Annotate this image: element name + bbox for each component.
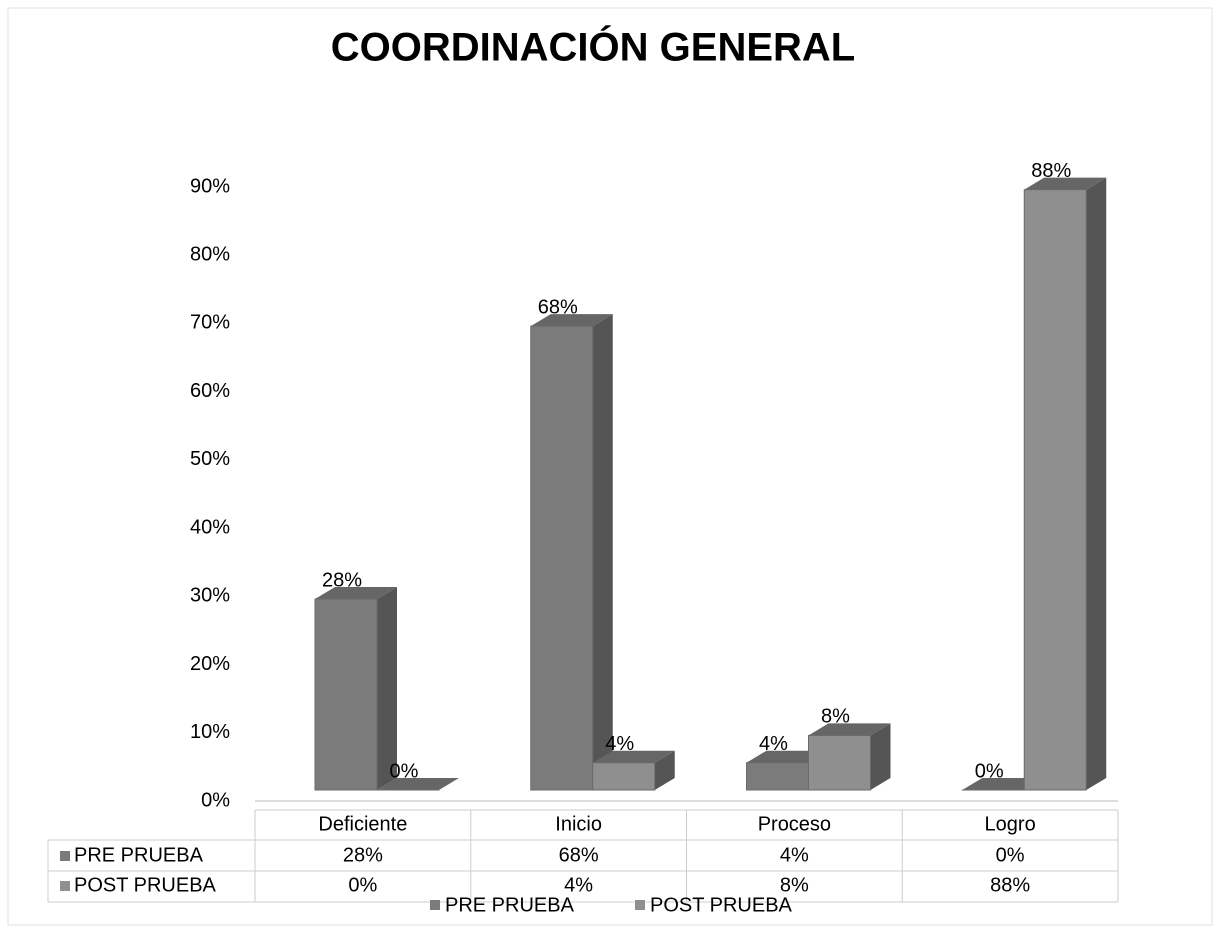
bar-top bbox=[1024, 177, 1107, 190]
y-tick-label: 80% bbox=[190, 244, 230, 266]
table-row-header: POST PRUEBA bbox=[74, 874, 217, 896]
bar-top bbox=[808, 723, 891, 736]
y-tick-label: 10% bbox=[190, 721, 230, 743]
bar bbox=[530, 325, 594, 791]
legend-label: PRE PRUEBA bbox=[445, 894, 575, 916]
bar-side bbox=[377, 586, 397, 790]
data-label: 4% bbox=[759, 733, 788, 755]
data-label: 4% bbox=[605, 733, 634, 755]
bar-top bbox=[315, 586, 397, 599]
bar bbox=[746, 762, 809, 791]
chart-title: COORDINACIÓN GENERAL bbox=[331, 24, 855, 70]
table-cell: 0% bbox=[996, 844, 1025, 866]
table-cell: 88% bbox=[990, 874, 1030, 896]
data-label: 0% bbox=[975, 760, 1004, 782]
bar-side bbox=[654, 750, 675, 790]
y-tick-label: 50% bbox=[190, 448, 230, 470]
bar-side bbox=[870, 723, 891, 790]
bar bbox=[808, 734, 871, 791]
x-tick-label: Logro bbox=[985, 813, 1036, 835]
x-tick-label: Deficiente bbox=[318, 813, 407, 835]
table-cell: 68% bbox=[559, 844, 599, 866]
bar-side bbox=[592, 314, 613, 790]
y-tick-label: 60% bbox=[190, 380, 230, 402]
bar-side bbox=[1086, 177, 1107, 791]
bar bbox=[314, 598, 378, 791]
bar-top bbox=[530, 314, 613, 327]
data-label: 88% bbox=[1031, 160, 1071, 182]
legend-key bbox=[635, 900, 645, 910]
data-label: 8% bbox=[821, 706, 850, 728]
data-label: 68% bbox=[538, 296, 578, 318]
y-tick-label: 20% bbox=[190, 653, 230, 675]
table-row-header: PRE PRUEBA bbox=[74, 844, 204, 866]
bar bbox=[1023, 189, 1087, 791]
table-cell: 0% bbox=[348, 874, 377, 896]
y-tick-label: 90% bbox=[190, 175, 230, 197]
table-cell: 8% bbox=[780, 874, 809, 896]
table-key bbox=[60, 851, 70, 861]
legend-key bbox=[430, 900, 440, 910]
table-key bbox=[60, 881, 70, 891]
table-cell: 4% bbox=[780, 844, 809, 866]
y-tick-label: 0% bbox=[201, 789, 230, 811]
table-cell: 4% bbox=[564, 874, 593, 896]
bar-top bbox=[377, 778, 459, 790]
y-tick-label: 30% bbox=[190, 585, 230, 607]
x-tick-label: Proceso bbox=[758, 813, 831, 835]
table-cell: 28% bbox=[343, 844, 383, 866]
y-tick-label: 40% bbox=[190, 516, 230, 538]
x-tick-label: Inicio bbox=[555, 813, 602, 835]
y-tick-label: 70% bbox=[190, 312, 230, 334]
legend-label: POST PRUEBA bbox=[650, 894, 793, 916]
data-label: 0% bbox=[390, 760, 419, 782]
data-label: 28% bbox=[322, 569, 362, 591]
bar bbox=[592, 762, 656, 791]
bar-top bbox=[592, 750, 675, 763]
